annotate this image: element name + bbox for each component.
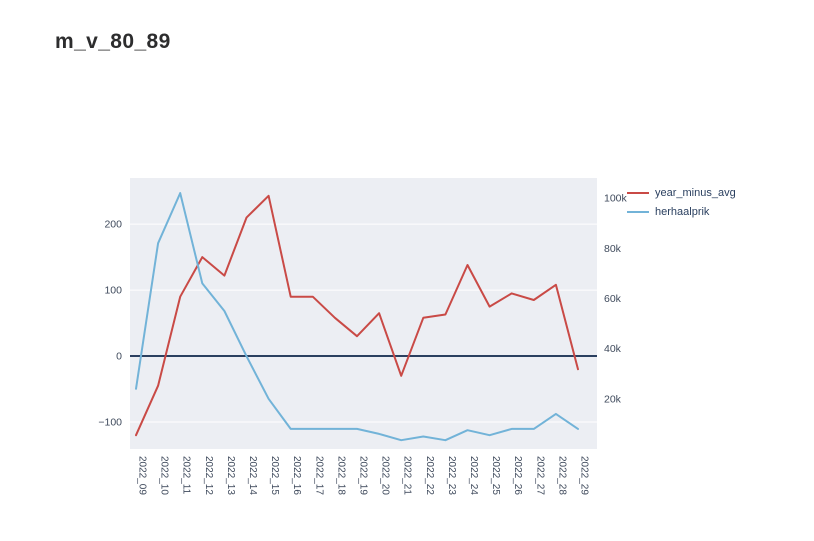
y-right-tick-label: 60k xyxy=(604,293,622,305)
y-left-tick-label: 0 xyxy=(116,351,122,363)
x-tick-label: 2022_11 xyxy=(181,456,192,495)
legend-swatch-blue-line xyxy=(627,211,649,213)
x-tick-label: 2022_14 xyxy=(247,456,258,495)
x-tick-label: 2022_29 xyxy=(579,456,590,495)
series-line-herhaalprik[interactable] xyxy=(135,192,579,442)
x-tick-label: 2022_19 xyxy=(358,456,369,495)
x-tick-label: 2022_27 xyxy=(534,456,545,495)
x-tick-label: 2022_17 xyxy=(313,456,324,495)
legend-label: year_minus_avg xyxy=(655,187,736,199)
x-tick-label: 2022_15 xyxy=(269,456,280,495)
series-line-year_minus_avg[interactable] xyxy=(135,194,579,437)
x-tick-label: 2022_12 xyxy=(203,456,214,495)
x-tick-label: 2022_23 xyxy=(446,456,457,495)
legend-label: herhaalprik xyxy=(655,206,710,218)
legend-swatch-red-line xyxy=(627,192,649,194)
x-tick-label: 2022_20 xyxy=(380,456,391,495)
y-left-tick-label: 100 xyxy=(104,285,122,297)
x-tick-label: 2022_24 xyxy=(468,456,479,495)
y-right-tick-label: 20k xyxy=(604,393,622,405)
x-tick-label: 2022_18 xyxy=(335,456,346,495)
plot-area[interactable] xyxy=(130,178,597,449)
x-tick-label: 2022_22 xyxy=(424,456,435,495)
y-right-tick-label: 100k xyxy=(604,193,628,205)
x-tick-label: 2022_28 xyxy=(556,456,567,495)
y-left-tick-label: 200 xyxy=(104,219,122,231)
x-tick-label: 2022_21 xyxy=(402,456,413,495)
chart-title: m_v_80_89 xyxy=(55,30,171,53)
x-tick-label: 2022_25 xyxy=(490,456,501,495)
x-tick-label: 2022_26 xyxy=(512,456,523,495)
legend-item-herhaalprik[interactable]: herhaalprik xyxy=(627,206,736,218)
x-tick-label: 2022_10 xyxy=(159,456,170,495)
x-tick-label: 2022_13 xyxy=(225,456,236,495)
x-tick-label: 2022_09 xyxy=(137,456,148,495)
y-right-tick-label: 80k xyxy=(604,243,622,255)
y-left-tick-label: −100 xyxy=(98,416,122,428)
y-right-tick-label: 40k xyxy=(604,343,622,355)
legend-item-year-minus-avg[interactable]: year_minus_avg xyxy=(627,187,736,199)
legend: year_minus_avg herhaalprik xyxy=(627,187,736,218)
x-tick-label: 2022_16 xyxy=(291,456,302,495)
